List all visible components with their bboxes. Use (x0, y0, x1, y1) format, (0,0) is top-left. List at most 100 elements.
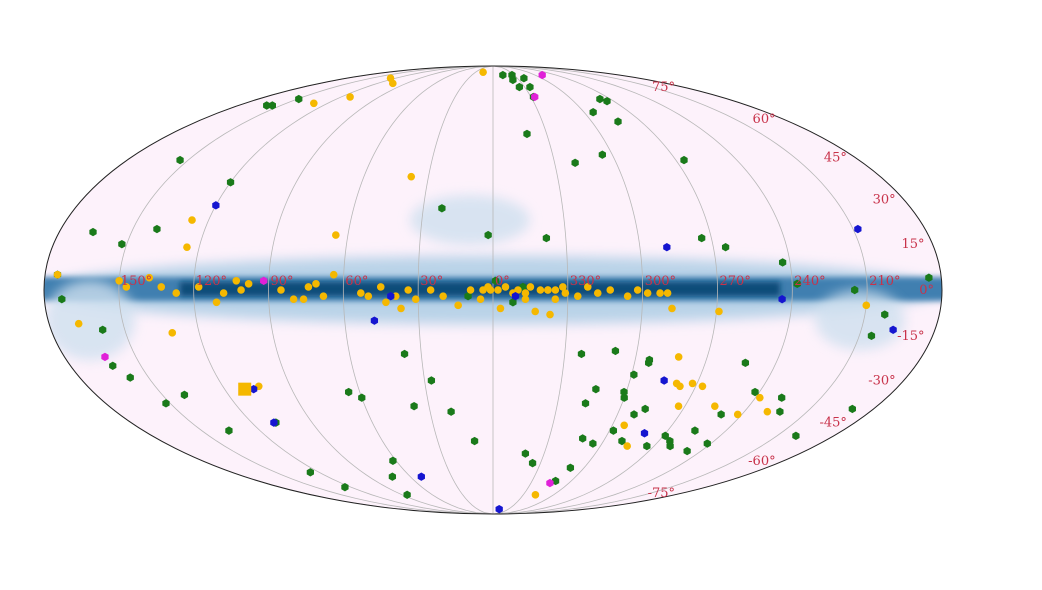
data-point-yellow-circle (426, 286, 435, 294)
data-point-yellow-circle (244, 280, 253, 288)
meridian-line (492, 66, 569, 514)
data-point-yellow-circle (496, 304, 505, 313)
data-point-green-hexagon (581, 399, 590, 408)
data-point-yellow-circle (289, 295, 298, 304)
data-point-blue-hexagon (778, 295, 786, 304)
longitude-tick-label: 120° (196, 274, 227, 289)
data-point-yellow-circle (277, 286, 285, 294)
data-point-green-hexagon (577, 349, 586, 359)
data-point-green-hexagon (592, 384, 600, 394)
data-point-green-hexagon (528, 458, 537, 468)
data-point-magenta-hexagon (260, 276, 268, 285)
meridian-line (193, 66, 494, 514)
data-point-yellow-circle (188, 216, 196, 224)
longitude-tick-label: 0° (495, 274, 510, 289)
data-point-green-hexagon (698, 233, 706, 243)
latitude-tick-label: -45° (819, 416, 846, 431)
data-point-green-hexagon (499, 70, 507, 80)
data-point-green-hexagon (851, 285, 859, 295)
data-point-green-hexagon (680, 155, 688, 165)
data-point-green-hexagon (388, 472, 397, 481)
latitude-tick-label: 0° (919, 283, 934, 298)
data-point-yellow-circle (304, 283, 313, 291)
data-point-yellow-circle (53, 270, 62, 279)
data-point-green-hexagon (643, 441, 651, 451)
data-point-yellow-circle (551, 295, 560, 304)
data-point-green-hexagon (509, 75, 517, 85)
data-point-yellow-circle (168, 329, 177, 337)
data-point-green-hexagon (566, 463, 575, 472)
data-point-yellow-circle (583, 283, 592, 291)
data-point-yellow-circle (346, 93, 354, 101)
data-point-green-hexagon (58, 295, 66, 304)
data-point-green-hexagon (464, 291, 472, 301)
data-point-green-hexagon (641, 404, 649, 414)
data-point-yellow-circle (319, 292, 328, 300)
meridian-line (268, 66, 494, 514)
longitude-tick-label: 90° (271, 274, 294, 289)
data-point-yellow-circle (454, 301, 462, 310)
longitude-tick-label: 240° (794, 274, 825, 289)
data-point-yellow-circle (763, 407, 772, 416)
cloud-feature-east (815, 290, 905, 350)
data-point-green-hexagon (410, 401, 418, 411)
data-point-yellow-circle (232, 276, 241, 285)
data-point-yellow-square (238, 382, 252, 396)
longitude-labels: 150° 120° 90° 60° 30° 0° 330° 300° 270° 240° 210° (121, 274, 901, 289)
latitude-tick-label: 60° (753, 112, 776, 127)
data-point-yellow-circle (593, 289, 602, 297)
data-point-yellow-circle (668, 304, 676, 313)
data-point-yellow-circle (194, 283, 203, 291)
data-point-yellow-circle (439, 292, 447, 300)
latitude-labels: 75° 60° 45° 30° 15° 0° -15° -30° -45° -60° -75° (648, 80, 934, 501)
data-point-green-hexagon (778, 258, 787, 267)
data-point-yellow-circle (514, 286, 522, 294)
source-markers (53, 68, 933, 514)
data-point-yellow-circle (711, 402, 719, 410)
data-point-yellow-circle (237, 286, 245, 294)
data-point-green-hexagon (589, 439, 597, 448)
data-point-green-hexagon (470, 436, 479, 446)
data-point-green-hexagon (867, 331, 876, 341)
data-point-blue-hexagon (370, 316, 379, 325)
data-point-green-hexagon (848, 404, 856, 414)
data-point-yellow-circle (183, 243, 191, 251)
data-point-yellow-circle (561, 289, 570, 297)
data-point-green-hexagon (162, 399, 170, 408)
data-point-yellow-circle (145, 273, 154, 282)
data-point-green-hexagon (99, 325, 107, 334)
data-point-yellow-circle (310, 99, 318, 108)
data-point-green-hexagon (778, 393, 786, 402)
data-point-green-hexagon (683, 446, 691, 456)
data-point-green-hexagon (526, 82, 534, 92)
cloud-feature-north (410, 195, 530, 245)
data-point-yellow-circle (623, 442, 631, 450)
data-point-yellow-circle (623, 292, 632, 300)
data-point-green-hexagon (579, 434, 587, 443)
data-point-yellow-circle (531, 491, 540, 499)
data-point-yellow-circle (663, 289, 672, 297)
data-point-blue-hexagon (495, 504, 503, 514)
data-point-yellow-circle (407, 172, 416, 181)
data-point-green-hexagon (520, 74, 528, 83)
data-point-green-hexagon (661, 431, 669, 441)
latitude-tick-label: -15° (897, 329, 924, 344)
data-point-blue-hexagon (660, 376, 668, 385)
data-point-green-hexagon (345, 387, 353, 397)
data-point-green-hexagon (521, 449, 530, 458)
data-point-yellow-circle (411, 295, 420, 304)
data-point-yellow-circle (688, 379, 697, 388)
data-point-green-hexagon (153, 224, 161, 234)
data-point-green-hexagon (691, 426, 699, 435)
data-point-yellow-circle (551, 286, 560, 294)
data-point-yellow-circle (698, 382, 707, 391)
data-point-green-hexagon (618, 436, 626, 446)
data-point-yellow-circle (756, 393, 764, 402)
data-point-green-hexagon (306, 468, 314, 477)
meridian-line (492, 66, 644, 514)
data-point-yellow-circle (620, 421, 629, 430)
longitude-tick-label: 30° (420, 274, 443, 289)
data-point-green-hexagon (717, 410, 725, 419)
longitude-tick-label: 60° (345, 274, 368, 289)
data-point-green-hexagon (925, 273, 933, 282)
